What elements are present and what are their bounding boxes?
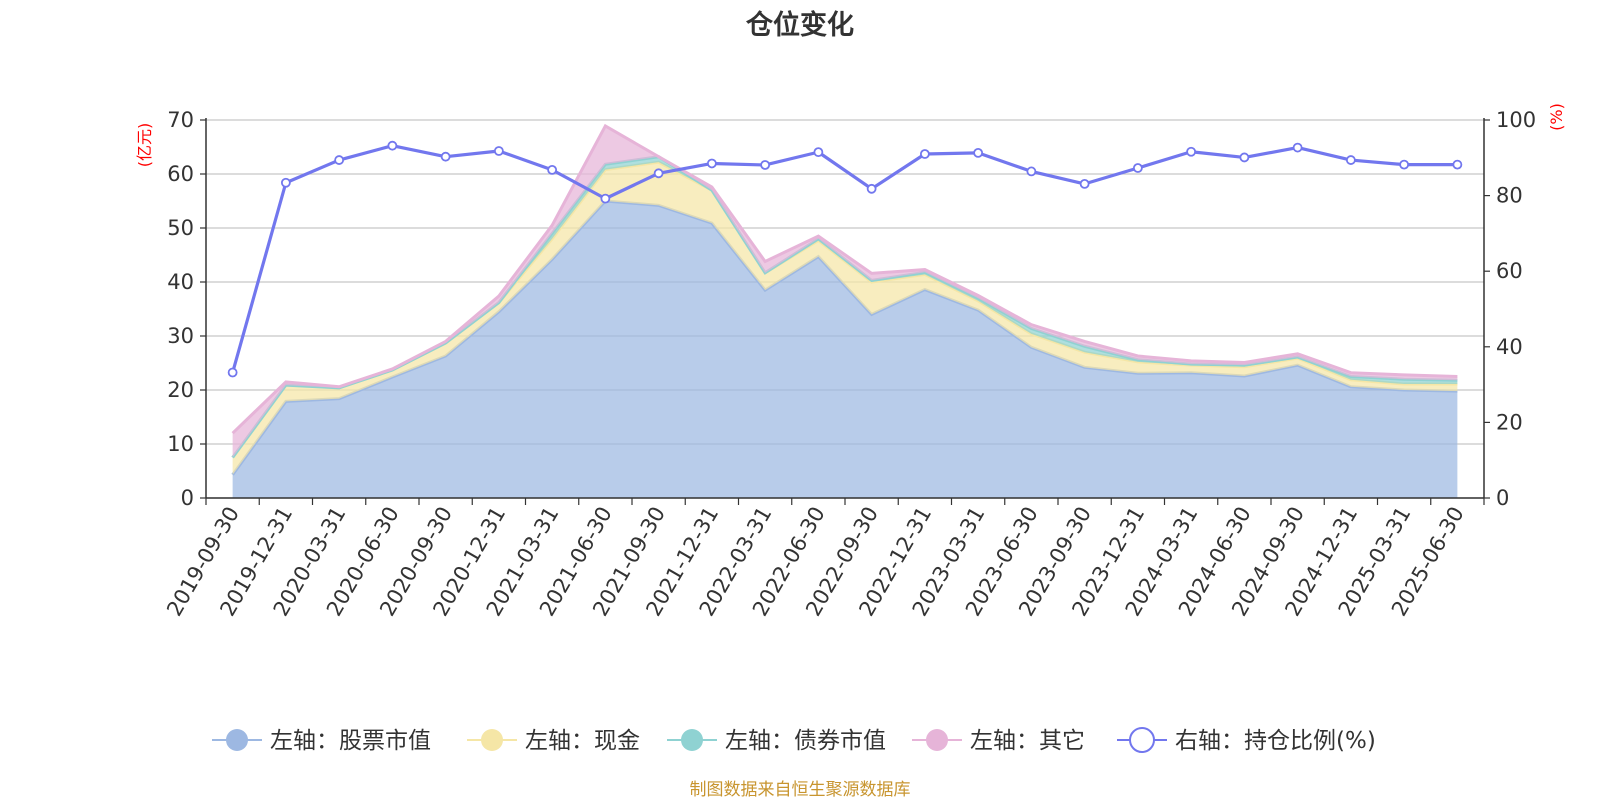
line-point — [1079, 178, 1090, 189]
line-point — [1292, 142, 1303, 153]
left-axis-tick-label: 20 — [167, 378, 194, 402]
line-point — [1186, 146, 1197, 157]
line-point — [706, 158, 717, 169]
legend-marker — [1129, 727, 1155, 753]
legend-label: 左轴：其它 — [970, 728, 1085, 754]
line-point — [1026, 166, 1037, 177]
line-point — [547, 164, 558, 175]
left-axis-tick-label: 40 — [167, 270, 194, 294]
source-note: 制图数据来自恒生聚源数据库 — [690, 780, 911, 800]
line-point — [1345, 155, 1356, 165]
area-edge-左轴：其它 — [231, 123, 1458, 435]
right-axis-unit: (%) — [1547, 103, 1566, 131]
legend-marker — [926, 729, 948, 751]
right-axis-tick-label: 0 — [1496, 486, 1509, 510]
line-point — [493, 146, 504, 156]
left-axis-tick-label: 50 — [167, 216, 194, 240]
right-axis-tick-label: 80 — [1496, 184, 1523, 208]
line-point — [440, 151, 451, 162]
left-axis-tick-label: 70 — [167, 108, 194, 132]
line-point — [653, 168, 664, 179]
left-axis-tick-label: 0 — [181, 486, 194, 510]
area-左轴：股票市值 — [232, 201, 1458, 498]
legend-label: 左轴：债券市值 — [725, 728, 886, 754]
legend-marker — [226, 729, 248, 751]
line-point — [1132, 163, 1143, 173]
line-point — [280, 177, 291, 188]
legend: 左轴：股票市值 左轴：现金 左轴：债券市值 左轴：其它 右轴：持仓比例(%) — [212, 727, 1376, 754]
line-point — [1239, 152, 1250, 163]
line-point — [334, 155, 345, 165]
right-axis-tick-label: 40 — [1496, 335, 1523, 359]
line-series — [231, 144, 1458, 373]
line-point — [1452, 159, 1463, 170]
line-point — [227, 367, 238, 378]
line-point — [387, 140, 398, 151]
line-point — [866, 183, 877, 194]
right-axis-tick-label: 100 — [1496, 108, 1536, 132]
line-point — [813, 147, 824, 158]
legend-label: 左轴：现金 — [525, 728, 640, 754]
legend-label: 左轴：股票市值 — [270, 728, 431, 754]
line-point — [973, 147, 984, 158]
left-axis-unit: (亿元) — [135, 123, 154, 168]
legend-label: 右轴：持仓比例(%) — [1175, 728, 1376, 754]
right-axis-tick-label: 60 — [1496, 259, 1523, 283]
line-point — [919, 149, 930, 159]
left-axis-tick-label: 10 — [167, 432, 194, 456]
legend-marker — [681, 729, 703, 751]
left-axis-tick-label: 60 — [167, 162, 194, 186]
line-point — [1399, 159, 1410, 170]
chart-title: 仓位变化 — [745, 9, 854, 41]
right-axis-tick-label: 20 — [1496, 410, 1523, 434]
left-axis-tick-label: 30 — [167, 324, 194, 348]
line-point — [760, 160, 771, 170]
legend-marker — [481, 729, 503, 751]
line-point — [600, 193, 611, 204]
